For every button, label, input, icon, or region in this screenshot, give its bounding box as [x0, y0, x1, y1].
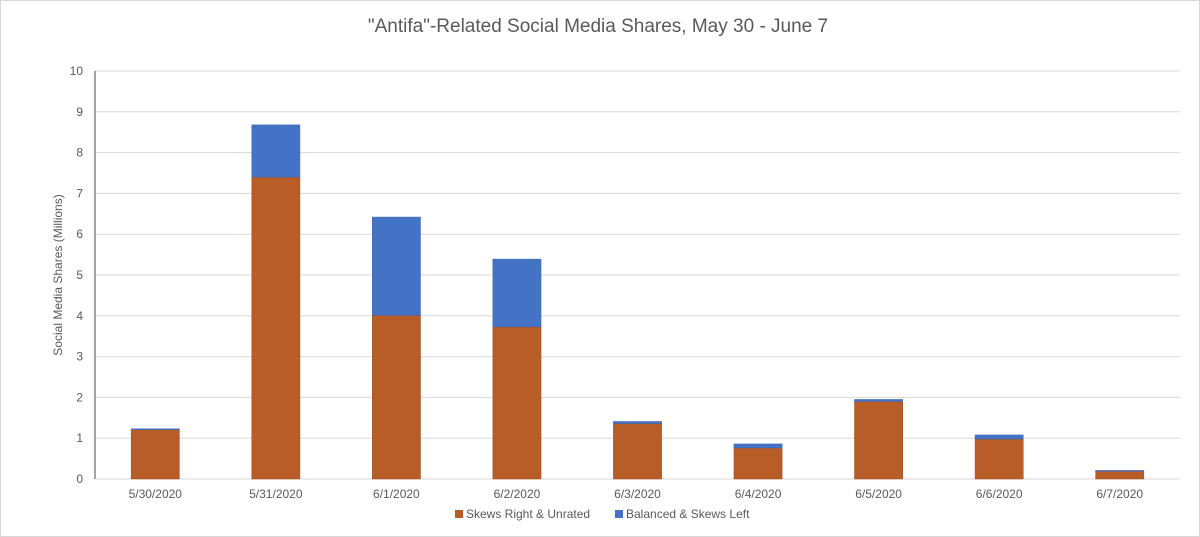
bar-skews-right-2[interactable] [372, 315, 421, 480]
legend-swatch [615, 510, 623, 518]
bar-balanced-left-3[interactable] [492, 258, 542, 328]
bar-skews-right-0[interactable] [130, 429, 180, 480]
chart-title: "Antifa"-Related Social Media Shares, Ma… [368, 16, 828, 37]
x-tick-label: 6/4/2020 [735, 487, 782, 501]
legend-label: Balanced & Skews Left [626, 507, 750, 521]
y-tick-label: 3 [76, 350, 83, 364]
bar-skews-right-7[interactable] [974, 438, 1024, 480]
bar-balanced-left-8[interactable] [1095, 470, 1145, 472]
legend-swatch [455, 510, 463, 518]
bar-balanced-left-5[interactable] [733, 443, 783, 449]
x-tick-label: 6/5/2020 [855, 487, 902, 501]
y-tick-label: 1 [76, 431, 83, 445]
bar-balanced-left-7[interactable] [974, 434, 1024, 440]
x-tick-label: 6/2/2020 [494, 487, 541, 501]
x-tick-label: 6/3/2020 [614, 487, 661, 501]
legend-label: Skews Right & Unrated [466, 507, 590, 521]
bar-balanced-left-0[interactable] [130, 428, 180, 430]
bar-skews-right-6[interactable] [854, 401, 903, 480]
y-tick-label: 5 [76, 268, 83, 282]
y-tick-label: 10 [70, 64, 84, 78]
bar-skews-right-4[interactable] [613, 423, 662, 480]
y-tick-label: 6 [76, 227, 83, 241]
x-tick-label: 6/6/2020 [976, 487, 1023, 501]
bar-skews-right-8[interactable] [1095, 470, 1145, 480]
bar-balanced-left-2[interactable] [372, 216, 421, 316]
y-tick-label: 4 [76, 309, 83, 323]
bar-balanced-left-4[interactable] [613, 421, 662, 424]
x-tick-label: 5/30/2020 [129, 487, 183, 501]
x-tick-label: 6/7/2020 [1096, 487, 1143, 501]
bar-skews-right-5[interactable] [733, 447, 783, 480]
y-tick-label: 8 [76, 146, 83, 160]
x-tick-label: 6/1/2020 [373, 487, 420, 501]
y-tick-label: 9 [76, 105, 83, 119]
y-tick-label: 0 [76, 472, 83, 486]
bar-skews-right-1[interactable] [251, 176, 301, 480]
bar-skews-right-3[interactable] [492, 326, 542, 480]
y-axis-label: Social Media Shares (Millions) [51, 194, 65, 355]
y-tick-label: 7 [76, 186, 83, 200]
bar-balanced-left-6[interactable] [854, 399, 903, 402]
bar-balanced-left-1[interactable] [251, 124, 301, 178]
y-tick-label: 2 [76, 390, 83, 404]
x-tick-label: 5/31/2020 [249, 487, 303, 501]
